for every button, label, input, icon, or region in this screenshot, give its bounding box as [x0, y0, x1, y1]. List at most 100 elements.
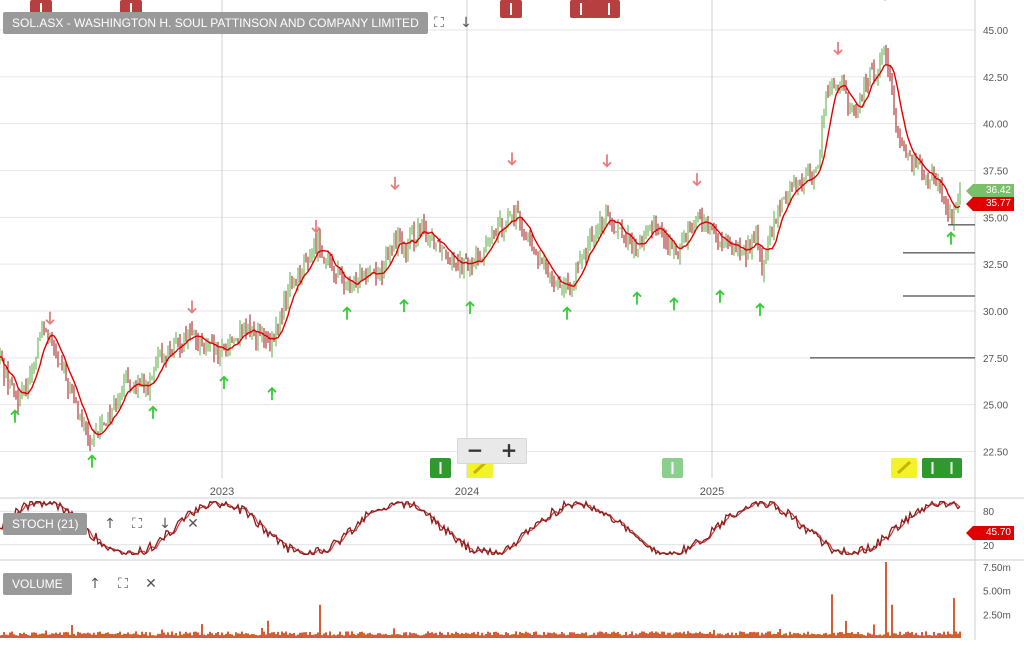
up-arrow-icon — [755, 302, 765, 316]
up-arrow-icon — [715, 289, 725, 303]
up-arrow-icon — [10, 409, 20, 423]
up-arrow-icon — [267, 386, 277, 401]
event-marker — [941, 458, 962, 478]
up-arrow-icon — [87, 454, 97, 468]
swing-low-arrow — [342, 306, 352, 320]
swing-low-arrow — [755, 302, 765, 316]
y-tick-label: 22.50 — [983, 448, 1008, 459]
down-arrow-icon — [833, 41, 843, 56]
swing-low-arrow — [148, 405, 158, 419]
event-marker — [500, 0, 522, 18]
event-marker — [430, 458, 451, 478]
expand-icon[interactable]: ⛶ — [118, 576, 128, 592]
swing-high-arrow — [833, 41, 843, 56]
down-arrow-icon — [692, 173, 702, 187]
down-arrow-icon — [390, 176, 400, 191]
swing-low-arrow — [669, 296, 679, 311]
event-marker — [662, 458, 683, 478]
arrow-down-icon[interactable]: ↓ — [159, 516, 171, 532]
event-marker — [598, 0, 620, 18]
up-arrow-icon — [465, 300, 475, 315]
stoch-value-tag: 45.70 — [966, 526, 1014, 540]
swing-high-arrow — [311, 219, 321, 234]
volume-tick-label: 5.00m — [983, 587, 1011, 598]
swing-high-arrow — [692, 173, 702, 187]
down-arrow-icon — [311, 219, 321, 234]
y-axis-ticks: 45.00 42.50 40.00 37.50 35.00 32.50 30.00 27.50… — [983, 26, 1008, 459]
x-axis-ticks: 2023 2024 2025 — [210, 486, 724, 498]
volume-panel: 7.50m 5.00m 2.50m — [0, 562, 1011, 638]
stochastic-panel: 80 20 — [0, 499, 995, 556]
up-arrow-icon — [946, 231, 956, 245]
y-tick-label: 35.00 — [983, 213, 1008, 224]
up-arrow-icon — [148, 405, 158, 419]
y-tick-label: 45.00 — [983, 26, 1008, 37]
swing-low-arrow — [399, 298, 409, 313]
y-tick-label: 42.50 — [983, 73, 1008, 84]
last-price-tag: 36.42 — [966, 184, 1014, 198]
y-tick-label: 25.00 — [983, 401, 1008, 412]
stoch-label: STOCH (21) — [3, 513, 88, 535]
swing-arrows — [10, 0, 956, 468]
swing-high-arrow — [602, 154, 612, 168]
up-arrow-icon — [562, 306, 572, 320]
arrow-up-icon[interactable]: ↑ — [104, 516, 116, 532]
up-arrow-icon — [219, 375, 229, 389]
swing-low-arrow — [562, 306, 572, 320]
event-markers-bottom — [430, 458, 962, 478]
stoch-k-line — [0, 499, 961, 556]
swing-low-arrow — [465, 300, 475, 315]
down-arrow-icon — [507, 152, 517, 166]
swing-high-arrow — [187, 300, 197, 314]
arrow-up-icon[interactable]: ↑ — [89, 576, 101, 592]
support-lines — [810, 224, 975, 359]
chart-title: SOL.ASX - WASHINGTON H. SOUL PATTINSON A… — [3, 12, 428, 34]
swing-low-arrow — [10, 409, 20, 423]
volume-tick-label: 2.50m — [983, 610, 1011, 621]
moving-average-line — [0, 63, 961, 436]
event-marker — [570, 0, 592, 18]
stoch-tick-label: 80 — [983, 507, 995, 518]
y-tick-label: 30.00 — [983, 307, 1008, 318]
pencil-icon — [896, 460, 912, 475]
swing-low-arrow — [87, 454, 97, 468]
up-arrow-icon — [632, 291, 642, 305]
panel-dividers — [0, 497, 1024, 561]
swing-low-arrow — [632, 291, 642, 305]
swing-low-arrow — [715, 289, 725, 303]
close-icon[interactable]: ✕ — [187, 516, 199, 532]
swing-high-arrow — [507, 152, 517, 166]
arrow-down-icon[interactable]: ↓ — [460, 15, 472, 31]
volume-tick-label: 7.50m — [983, 563, 1011, 574]
expand-icon[interactable]: ⛶ — [132, 516, 142, 532]
stoch-tick-label: 20 — [983, 541, 995, 552]
swing-high-arrow — [45, 311, 55, 326]
swing-low-arrow — [946, 231, 956, 245]
volume-label: VOLUME — [3, 573, 72, 595]
up-arrow-icon — [342, 306, 352, 320]
expand-icon[interactable]: ⛶ — [434, 15, 444, 31]
swing-high-arrow — [390, 176, 400, 191]
zoom-in-button[interactable]: + — [500, 438, 518, 462]
y-tick-label: 37.50 — [983, 167, 1008, 178]
y-tick-label: 27.50 — [983, 354, 1008, 365]
y-tick-label: 40.00 — [983, 120, 1008, 131]
close-icon[interactable]: ✕ — [145, 576, 157, 592]
price-candles — [0, 44, 961, 452]
zoom-out-button[interactable]: − — [466, 438, 484, 462]
down-arrow-icon — [187, 300, 197, 314]
y-tick-label: 32.50 — [983, 260, 1008, 271]
moving-average-tag: 35.77 — [966, 197, 1014, 211]
down-arrow-icon — [602, 154, 612, 168]
up-arrow-icon — [669, 296, 679, 311]
x-tick-label: 2024 — [455, 486, 479, 498]
up-arrow-icon — [399, 298, 409, 313]
swing-low-arrow — [267, 386, 277, 401]
down-arrow-icon — [45, 311, 55, 326]
note-marker — [891, 458, 917, 478]
zoom-control: − + — [457, 438, 527, 464]
event-marker — [922, 458, 943, 478]
x-tick-label: 2025 — [700, 486, 724, 498]
